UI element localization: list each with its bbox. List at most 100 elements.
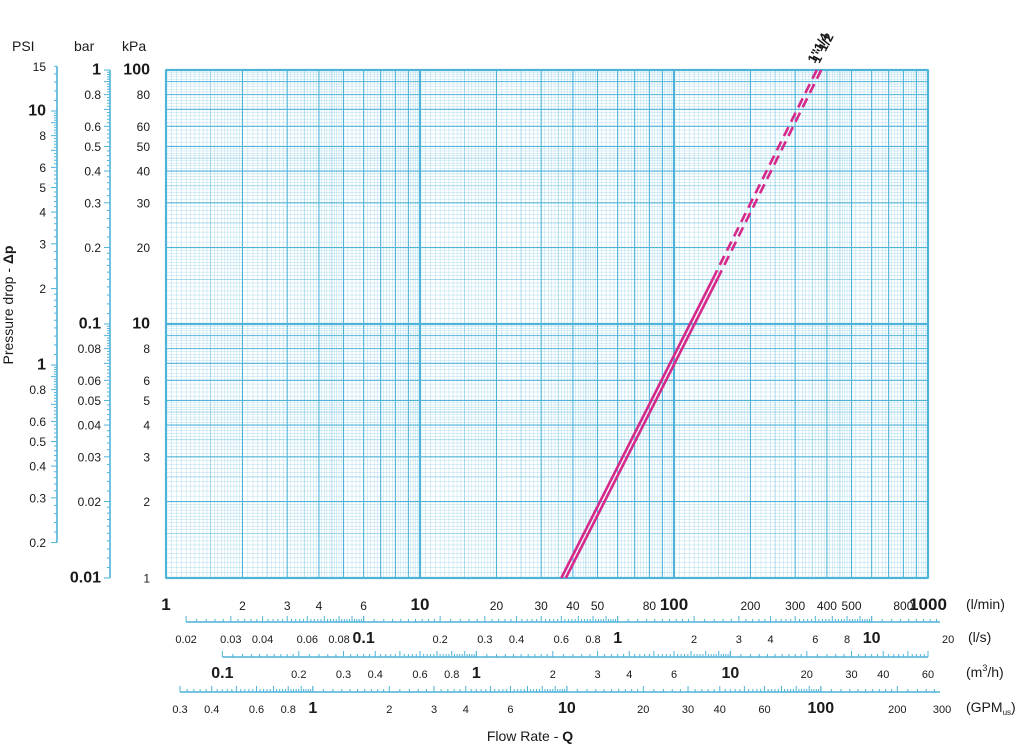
series-line-solid (564, 278, 719, 579)
lmin-tick-label: 4 (316, 599, 323, 613)
lmin-tick-label: 2 (239, 599, 246, 613)
gpm-tick-label: 20 (637, 704, 649, 716)
kpa-tick-label: 40 (137, 165, 151, 179)
lmin-tick-label: 20 (490, 599, 504, 613)
pressure-axes: 100 80 60 50 40 30 20 10 8 6 5 4 3 2 1 1 0.8 0.6 0.5 0.4 0.3… (28, 60, 150, 587)
kpa-tick-label: 3 (143, 450, 150, 464)
series-line-dashed (716, 69, 823, 280)
bar-tick-label: 0.02 (78, 495, 102, 509)
bar-tick-label: 0.5 (84, 140, 101, 154)
psi-unit-label: PSI (12, 38, 35, 54)
lmin-tick-label: 30 (535, 599, 549, 613)
kpa-tick-label: 8 (143, 342, 150, 356)
gpm-tick-label: 1 (308, 700, 317, 717)
ls-tick-label: 4 (768, 634, 774, 646)
ls-tick-label: 3 (736, 634, 742, 646)
gpm-tick-label: 0.8 (281, 704, 296, 716)
m3h-tick-label: 0.8 (444, 669, 459, 681)
m3h-tick-label: 6 (671, 669, 677, 681)
lmin-tick-label: 50 (591, 599, 605, 613)
kpa-tick-label: 10 (132, 316, 150, 333)
psi-tick-label: 0.8 (29, 383, 46, 397)
gpm-tick-label: 0.3 (172, 704, 187, 716)
lmin-tick-label: 1000 (909, 595, 947, 614)
bar-unit-label: bar (74, 38, 95, 54)
bar-tick-label: 0.08 (78, 342, 102, 356)
lmin-tick-label: 80 (643, 599, 657, 613)
m3h-tick-label: 0.3 (336, 669, 351, 681)
m3h-tick-label: 40 (877, 669, 889, 681)
psi-tick-label: 8 (39, 129, 46, 143)
m3h-tick-label: 0.4 (368, 669, 383, 681)
ls-tick-label: 0.04 (252, 634, 273, 646)
gpm-tick-label: 300 (933, 704, 951, 716)
grid-frame (165, 69, 929, 579)
kpa-tick-label: 60 (137, 120, 151, 134)
ls-tick-label: 2 (691, 634, 697, 646)
psi-tick-label: 6 (39, 161, 46, 175)
ls-tick-label: 1 (613, 630, 622, 647)
bar-tick-label: 0.1 (79, 316, 101, 333)
series-line-solid (560, 278, 714, 579)
m3h-unit-label: (m3/h) (966, 663, 1004, 680)
gpm-tick-label: 10 (558, 700, 576, 717)
m3h-tick-label: 2 (550, 669, 556, 681)
m3h-tick-label: 1 (472, 665, 481, 682)
ls-tick-label: 0.4 (509, 634, 524, 646)
bar-tick-label: 0.3 (84, 196, 101, 210)
lmin-tick-label: 400 (817, 599, 837, 613)
bar-tick-label: 0.05 (78, 394, 102, 408)
lmin-tick-label: 500 (842, 599, 862, 613)
psi-tick-label: 15 (33, 60, 47, 74)
kpa-tick-label: 100 (123, 62, 150, 79)
kpa-tick-label: 6 (143, 374, 150, 388)
m3h-tick-label: 30 (845, 669, 857, 681)
ls-tick-label: 10 (863, 630, 881, 647)
series-line-dashed (711, 69, 818, 280)
kpa-tick-label: 5 (143, 394, 150, 408)
psi-tick-label: 3 (39, 237, 46, 251)
gpm-tick-label: 60 (758, 704, 770, 716)
ls-tick-label: 0.8 (585, 634, 600, 646)
psi-tick-label: 0.4 (29, 460, 46, 474)
y-axis-title: Pressure drop - Δp (0, 246, 16, 365)
gpm-tick-label: 0.6 (249, 704, 264, 716)
ls-tick-label: 0.3 (477, 634, 492, 646)
lmin-tick-label: 40 (566, 599, 580, 613)
lmin-tick-label: 10 (411, 595, 430, 614)
psi-tick-label: 1 (37, 357, 46, 374)
gpm-tick-label: 30 (682, 704, 694, 716)
m3h-tick-label: 20 (801, 669, 813, 681)
ls-unit-label: (l/s) (968, 629, 991, 645)
m3h-tick-label: 0.1 (211, 665, 233, 682)
lmin-tick-label: 100 (660, 595, 688, 614)
ls-tick-label: 0.6 (554, 634, 569, 646)
series-lines: 1"1/41"1/2 (560, 30, 837, 579)
ls-tick-label: 0.2 (432, 634, 447, 646)
lmin-tick-label: 3 (284, 599, 291, 613)
x-axis-title: Flow Rate - Q (487, 728, 573, 744)
bar-tick-label: 0.6 (84, 120, 101, 134)
m3h-tick-label: 10 (721, 665, 739, 682)
kpa-tick-label: 50 (137, 140, 151, 154)
lmin-tick-label: 800 (893, 599, 913, 613)
kpa-unit-label: kPa (122, 38, 146, 54)
bar-tick-label: 0.06 (78, 374, 102, 388)
m3h-tick-label: 3 (594, 669, 600, 681)
gpm-tick-label: 0.4 (204, 704, 219, 716)
lmin-unit-label: (l/min) (966, 596, 1005, 612)
m3h-tick-label: 4 (626, 669, 632, 681)
psi-tick-label: 5 (39, 181, 46, 195)
lmin-tick-label: 200 (740, 599, 760, 613)
gpm-tick-label: 2 (386, 704, 392, 716)
psi-tick-label: 4 (39, 206, 46, 220)
psi-tick-label: 0.5 (29, 435, 46, 449)
psi-tick-label: 0.2 (29, 536, 46, 550)
m3h-tick-label: 0.6 (412, 669, 427, 681)
psi-tick-label: 10 (28, 103, 46, 120)
ls-tick-label: 0.06 (297, 634, 318, 646)
chart-grid (164, 68, 930, 580)
m3h-tick-label: 60 (922, 669, 934, 681)
kpa-tick-label: 1 (143, 572, 150, 586)
